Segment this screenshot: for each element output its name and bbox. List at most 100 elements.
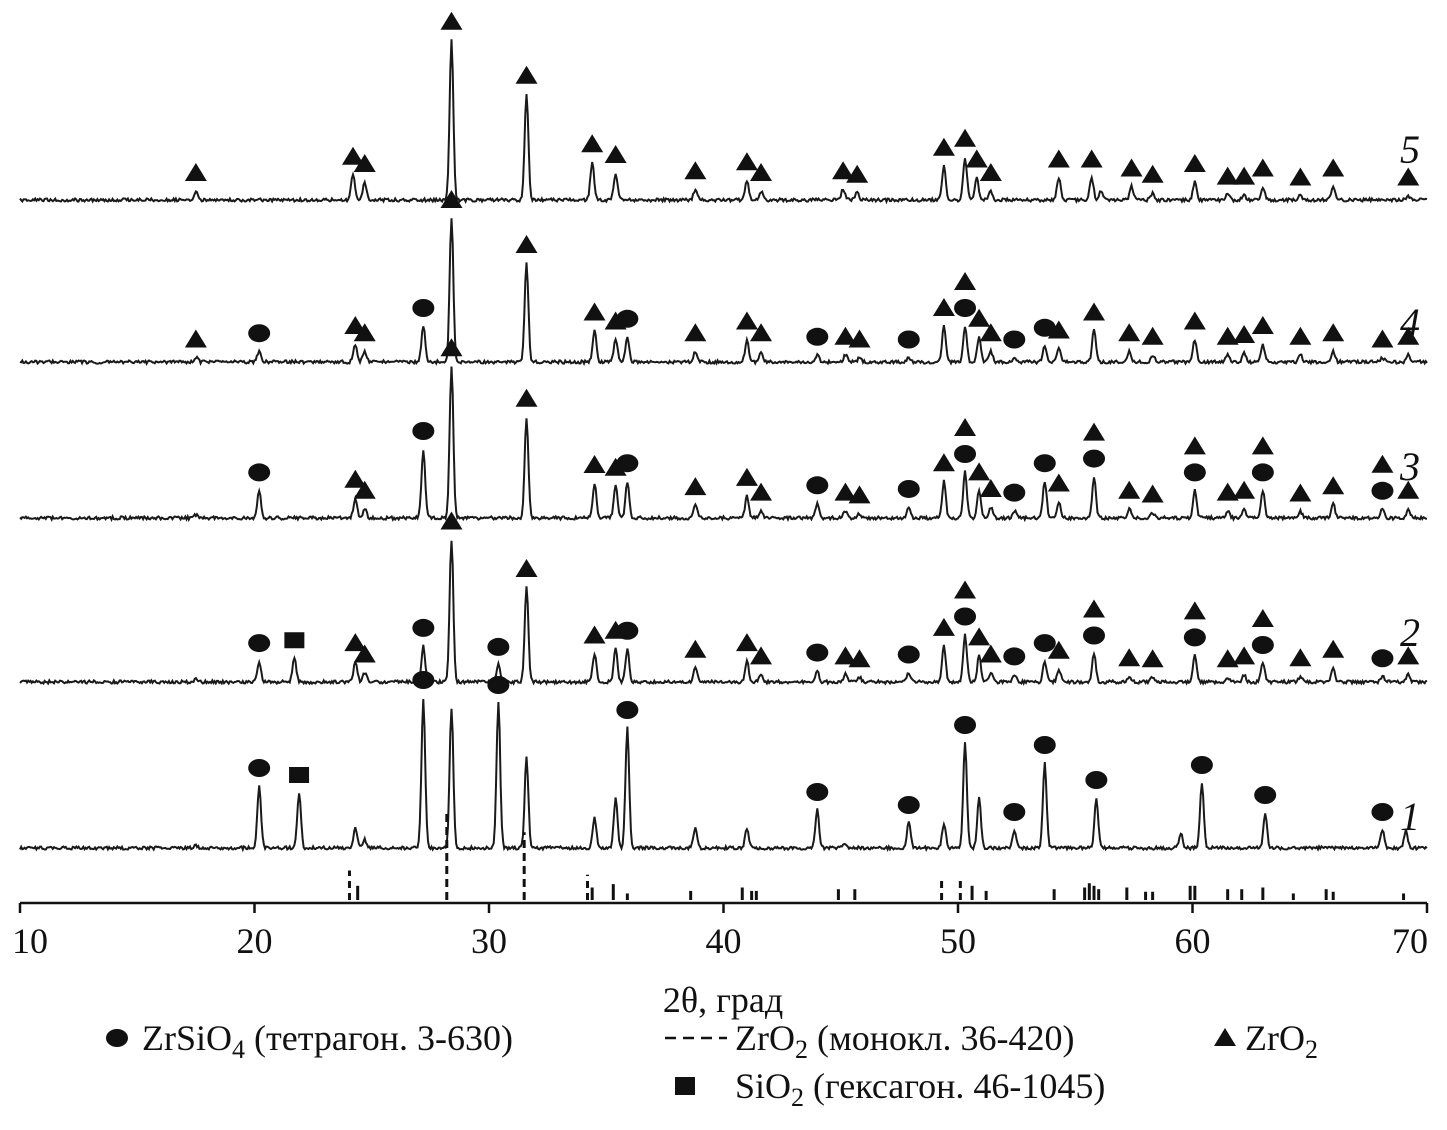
zro2-marker xyxy=(1233,480,1256,499)
zro2-marker xyxy=(1289,326,1312,345)
zrsio4-marker xyxy=(487,637,510,656)
legend-circle-icon xyxy=(106,1029,128,1047)
zro2-marker xyxy=(515,388,538,407)
curve-4 xyxy=(19,218,1428,367)
zro2-marker xyxy=(684,161,707,180)
zro2-marker xyxy=(353,154,376,172)
zrsio4-marker xyxy=(1085,771,1108,789)
zrsio4-marker xyxy=(897,479,920,498)
zro2-marker xyxy=(1251,609,1274,627)
zro2-marker xyxy=(1322,476,1345,495)
zrsio4-marker xyxy=(1033,736,1056,754)
x-tick-label: 40 xyxy=(706,921,742,961)
curve-5 xyxy=(19,39,1428,205)
zro2-marker xyxy=(968,627,991,646)
legend-triangle-icon xyxy=(1214,1028,1236,1046)
legend-entry-2: ZrO2 xyxy=(1245,1018,1318,1064)
x-tick-label: 70 xyxy=(1392,921,1428,961)
x-tick-label: 50 xyxy=(940,921,976,961)
zro2-marker xyxy=(1141,326,1164,345)
zrsio4-marker xyxy=(1371,803,1394,821)
zro2-marker xyxy=(965,149,988,168)
zrsio4-marker xyxy=(954,716,977,734)
zrsio4-marker xyxy=(616,701,639,719)
phase-markers xyxy=(184,11,1420,821)
zro2-marker xyxy=(440,511,463,530)
zrsio4-marker xyxy=(248,463,271,482)
zrsio4-marker xyxy=(1371,649,1394,668)
zro2-marker xyxy=(1251,158,1274,177)
zro2-marker xyxy=(834,482,857,501)
zro2-marker xyxy=(684,477,707,496)
x-tick-label: 30 xyxy=(471,921,507,961)
zrsio4-marker xyxy=(1003,330,1026,349)
curve-label-3: 3 xyxy=(1399,444,1420,489)
zro2-marker xyxy=(1141,649,1164,668)
zrsio4-marker xyxy=(954,299,977,317)
zro2-marker xyxy=(1397,167,1420,186)
zrsio4-marker xyxy=(1251,636,1274,654)
zrsio4-marker xyxy=(897,796,920,814)
zrsio4-marker xyxy=(1083,449,1106,468)
zrsio4-marker xyxy=(487,676,510,694)
zrsio4-marker xyxy=(1033,454,1056,473)
zrsio4-marker xyxy=(806,643,829,662)
zro2-marker xyxy=(750,482,773,501)
zrsio4-marker xyxy=(1254,786,1277,804)
zrsio4-marker xyxy=(806,327,829,346)
zro2-marker xyxy=(184,329,207,348)
zro2-marker xyxy=(832,161,855,180)
zro2-marker xyxy=(1083,422,1106,441)
zro2-marker xyxy=(846,164,869,183)
zrsio4-marker xyxy=(616,454,639,473)
zro2-marker xyxy=(1251,436,1274,455)
zro2-marker xyxy=(353,323,376,342)
zrsio4-marker xyxy=(1183,463,1206,482)
zrsio4-marker xyxy=(1003,803,1026,821)
legend-entry-3: SiO2 (гексагон. 46-1045) xyxy=(735,1066,1105,1112)
zro2-marker xyxy=(1216,166,1239,185)
zro2-marker xyxy=(848,485,871,504)
zro2-marker xyxy=(1118,648,1141,667)
zro2-marker xyxy=(1233,646,1256,665)
zro2-marker xyxy=(1183,154,1206,172)
zro2-marker xyxy=(604,311,627,330)
x-axis-label: 2θ, град xyxy=(663,980,783,1020)
x-axis: 10 20 30 40 50 60 70 xyxy=(12,901,1429,961)
zro2-marker xyxy=(750,323,773,342)
zrsio4-marker xyxy=(412,618,435,637)
zro2-marker xyxy=(1216,482,1239,501)
zro2-marker xyxy=(1289,167,1312,186)
zro2-marker xyxy=(735,152,758,171)
zro2-marker xyxy=(353,480,376,499)
zro2-marker xyxy=(735,633,758,652)
zro2-marker xyxy=(440,190,463,208)
zro2-marker xyxy=(515,235,538,253)
zro2-marker xyxy=(968,308,991,327)
zro2-marker xyxy=(1183,436,1206,455)
zrsio4-marker xyxy=(897,645,920,664)
zro2-marker xyxy=(1289,648,1312,667)
zro2-marker xyxy=(1289,483,1312,502)
zro2-marker xyxy=(583,455,606,474)
sio2-marker xyxy=(284,632,305,649)
zro2-marker xyxy=(344,315,367,334)
legend-entry-0: ZrSiO4 (тетрагон. 3-630) xyxy=(142,1018,513,1064)
zrsio4-marker xyxy=(806,783,829,801)
curve-1 xyxy=(19,699,1428,853)
zro2-marker xyxy=(750,646,773,665)
zro2-marker xyxy=(735,311,758,330)
zrsio4-marker xyxy=(806,476,829,495)
zrsio4-marker xyxy=(412,422,435,440)
zrsio4-marker xyxy=(412,299,435,317)
zro2-marker xyxy=(735,467,758,486)
zro2-marker xyxy=(1183,311,1206,330)
zro2-marker xyxy=(184,163,207,181)
zro2-marker xyxy=(1322,639,1345,658)
zro2-marker xyxy=(979,323,1002,342)
zrsio4-marker xyxy=(1083,626,1106,645)
zro2-marker xyxy=(1322,158,1345,177)
reference-sticks xyxy=(347,811,1406,900)
zro2-marker xyxy=(968,462,991,481)
zro2-marker xyxy=(1371,329,1394,348)
